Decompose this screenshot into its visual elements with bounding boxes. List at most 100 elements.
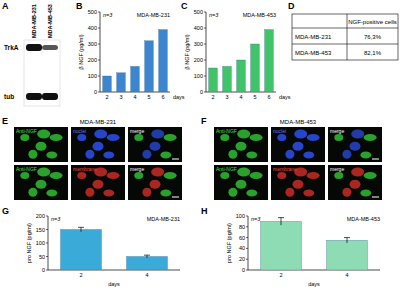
blot-band bbox=[26, 93, 42, 100]
cell bbox=[307, 172, 320, 179]
error-bar bbox=[144, 255, 150, 258]
table-line bbox=[292, 28, 398, 29]
cell bbox=[160, 152, 171, 159]
error-stem bbox=[147, 255, 148, 258]
table-header: NGF-positive cells bbox=[348, 19, 397, 25]
bar bbox=[261, 221, 302, 270]
image-label: merge bbox=[330, 128, 344, 134]
cell bbox=[142, 188, 151, 197]
error-cap bbox=[144, 255, 150, 256]
micrograph: membrane bbox=[71, 165, 125, 200]
x-tick-label: 3 bbox=[119, 94, 122, 100]
error-stem bbox=[347, 238, 348, 243]
table-cell: MDA-MB-453 bbox=[295, 50, 332, 56]
y-tick bbox=[98, 76, 100, 77]
y-tick-label: 0 bbox=[94, 89, 97, 95]
y-tick-label: 40 bbox=[239, 245, 245, 251]
bars bbox=[261, 218, 368, 270]
x-tick-label: 4 bbox=[345, 272, 348, 278]
cell bbox=[342, 188, 351, 197]
cell bbox=[307, 134, 320, 141]
cell bbox=[164, 172, 177, 179]
y-label: pro NGF (pg/ml) bbox=[226, 223, 232, 263]
bar bbox=[103, 76, 112, 92]
y-tick bbox=[204, 12, 206, 13]
blot-band bbox=[26, 44, 42, 51]
image-title: MDA-MB-453 bbox=[280, 119, 317, 125]
micrograph: merge bbox=[128, 165, 182, 200]
y-label: β NGF (pg/ml) bbox=[184, 34, 190, 69]
y-label: pro NGF (pg/ml) bbox=[26, 223, 32, 263]
image-label: membrane bbox=[273, 166, 297, 172]
cell bbox=[151, 168, 164, 177]
cell bbox=[94, 130, 107, 139]
error-bar bbox=[78, 227, 84, 231]
micrograph: Anti-NGF bbox=[14, 165, 68, 200]
micrograph: merge bbox=[328, 127, 382, 162]
y-tick bbox=[204, 60, 206, 61]
bar bbox=[145, 41, 154, 92]
cell bbox=[37, 168, 50, 177]
bar bbox=[159, 30, 168, 92]
x-label: days bbox=[108, 281, 120, 287]
annotation: n=3 bbox=[51, 216, 61, 222]
cell bbox=[46, 190, 57, 197]
y-tick bbox=[98, 12, 100, 13]
y-tick bbox=[46, 256, 48, 257]
y-tick-label: 500 bbox=[88, 9, 97, 15]
cell bbox=[303, 152, 314, 159]
micrograph: nuclei bbox=[271, 127, 325, 162]
cell bbox=[350, 142, 361, 151]
cell bbox=[103, 152, 114, 159]
bars bbox=[61, 227, 168, 270]
y-tick bbox=[46, 216, 48, 217]
y-tick bbox=[246, 226, 248, 227]
y-tick bbox=[98, 28, 100, 29]
cell bbox=[350, 180, 361, 189]
cell bbox=[37, 130, 50, 139]
lane-label: MDA-MB-231 bbox=[31, 4, 37, 38]
cell bbox=[246, 152, 257, 159]
chart: 05010015020024dayspro NGF (pg/ml)n=3MDA-… bbox=[26, 213, 180, 287]
image-title: MDA-MB-231 bbox=[80, 119, 117, 125]
micrograph: membrane bbox=[271, 165, 325, 200]
image-bg bbox=[128, 127, 182, 162]
cell bbox=[36, 142, 47, 151]
y-tick-label: 200 bbox=[88, 57, 97, 63]
cell bbox=[220, 172, 229, 179]
x-tick-label: 6 bbox=[161, 94, 164, 100]
table-line bbox=[292, 44, 398, 45]
cell bbox=[246, 190, 257, 197]
y-tick-label: 0 bbox=[200, 89, 203, 95]
cell bbox=[93, 180, 104, 189]
error-stem bbox=[281, 218, 282, 226]
cell bbox=[50, 134, 63, 141]
table-cell: MDA-MB-231 bbox=[295, 34, 332, 40]
y-tick-label: 400 bbox=[88, 25, 97, 31]
annotation: MDA-MB-231 bbox=[137, 12, 170, 18]
bar bbox=[61, 230, 102, 271]
bars bbox=[103, 30, 168, 92]
y-tick bbox=[246, 270, 248, 271]
y-tick bbox=[98, 60, 100, 61]
scale-bar bbox=[372, 197, 379, 198]
bar bbox=[251, 44, 260, 92]
cell bbox=[237, 168, 250, 177]
y-label: β NGF (pg/ml) bbox=[78, 34, 84, 69]
error-cap bbox=[344, 237, 350, 238]
bar bbox=[209, 68, 218, 92]
cell bbox=[107, 134, 120, 141]
cell bbox=[103, 190, 114, 197]
image-label: nuclei bbox=[273, 128, 286, 134]
cell bbox=[77, 172, 86, 179]
figure: ABCDEFGHMDA-MB-231MDA-MB-453TrkAtub01002… bbox=[0, 0, 400, 290]
x-tick-label: 6 bbox=[267, 94, 270, 100]
y-tick-label: 0 bbox=[242, 267, 245, 273]
error-stem bbox=[81, 227, 82, 231]
cell bbox=[93, 142, 104, 151]
cell bbox=[36, 180, 47, 189]
cell bbox=[364, 134, 377, 141]
panel-label: D bbox=[288, 1, 295, 11]
cell bbox=[334, 172, 343, 179]
micrograph: Anti-NGF bbox=[14, 127, 68, 162]
